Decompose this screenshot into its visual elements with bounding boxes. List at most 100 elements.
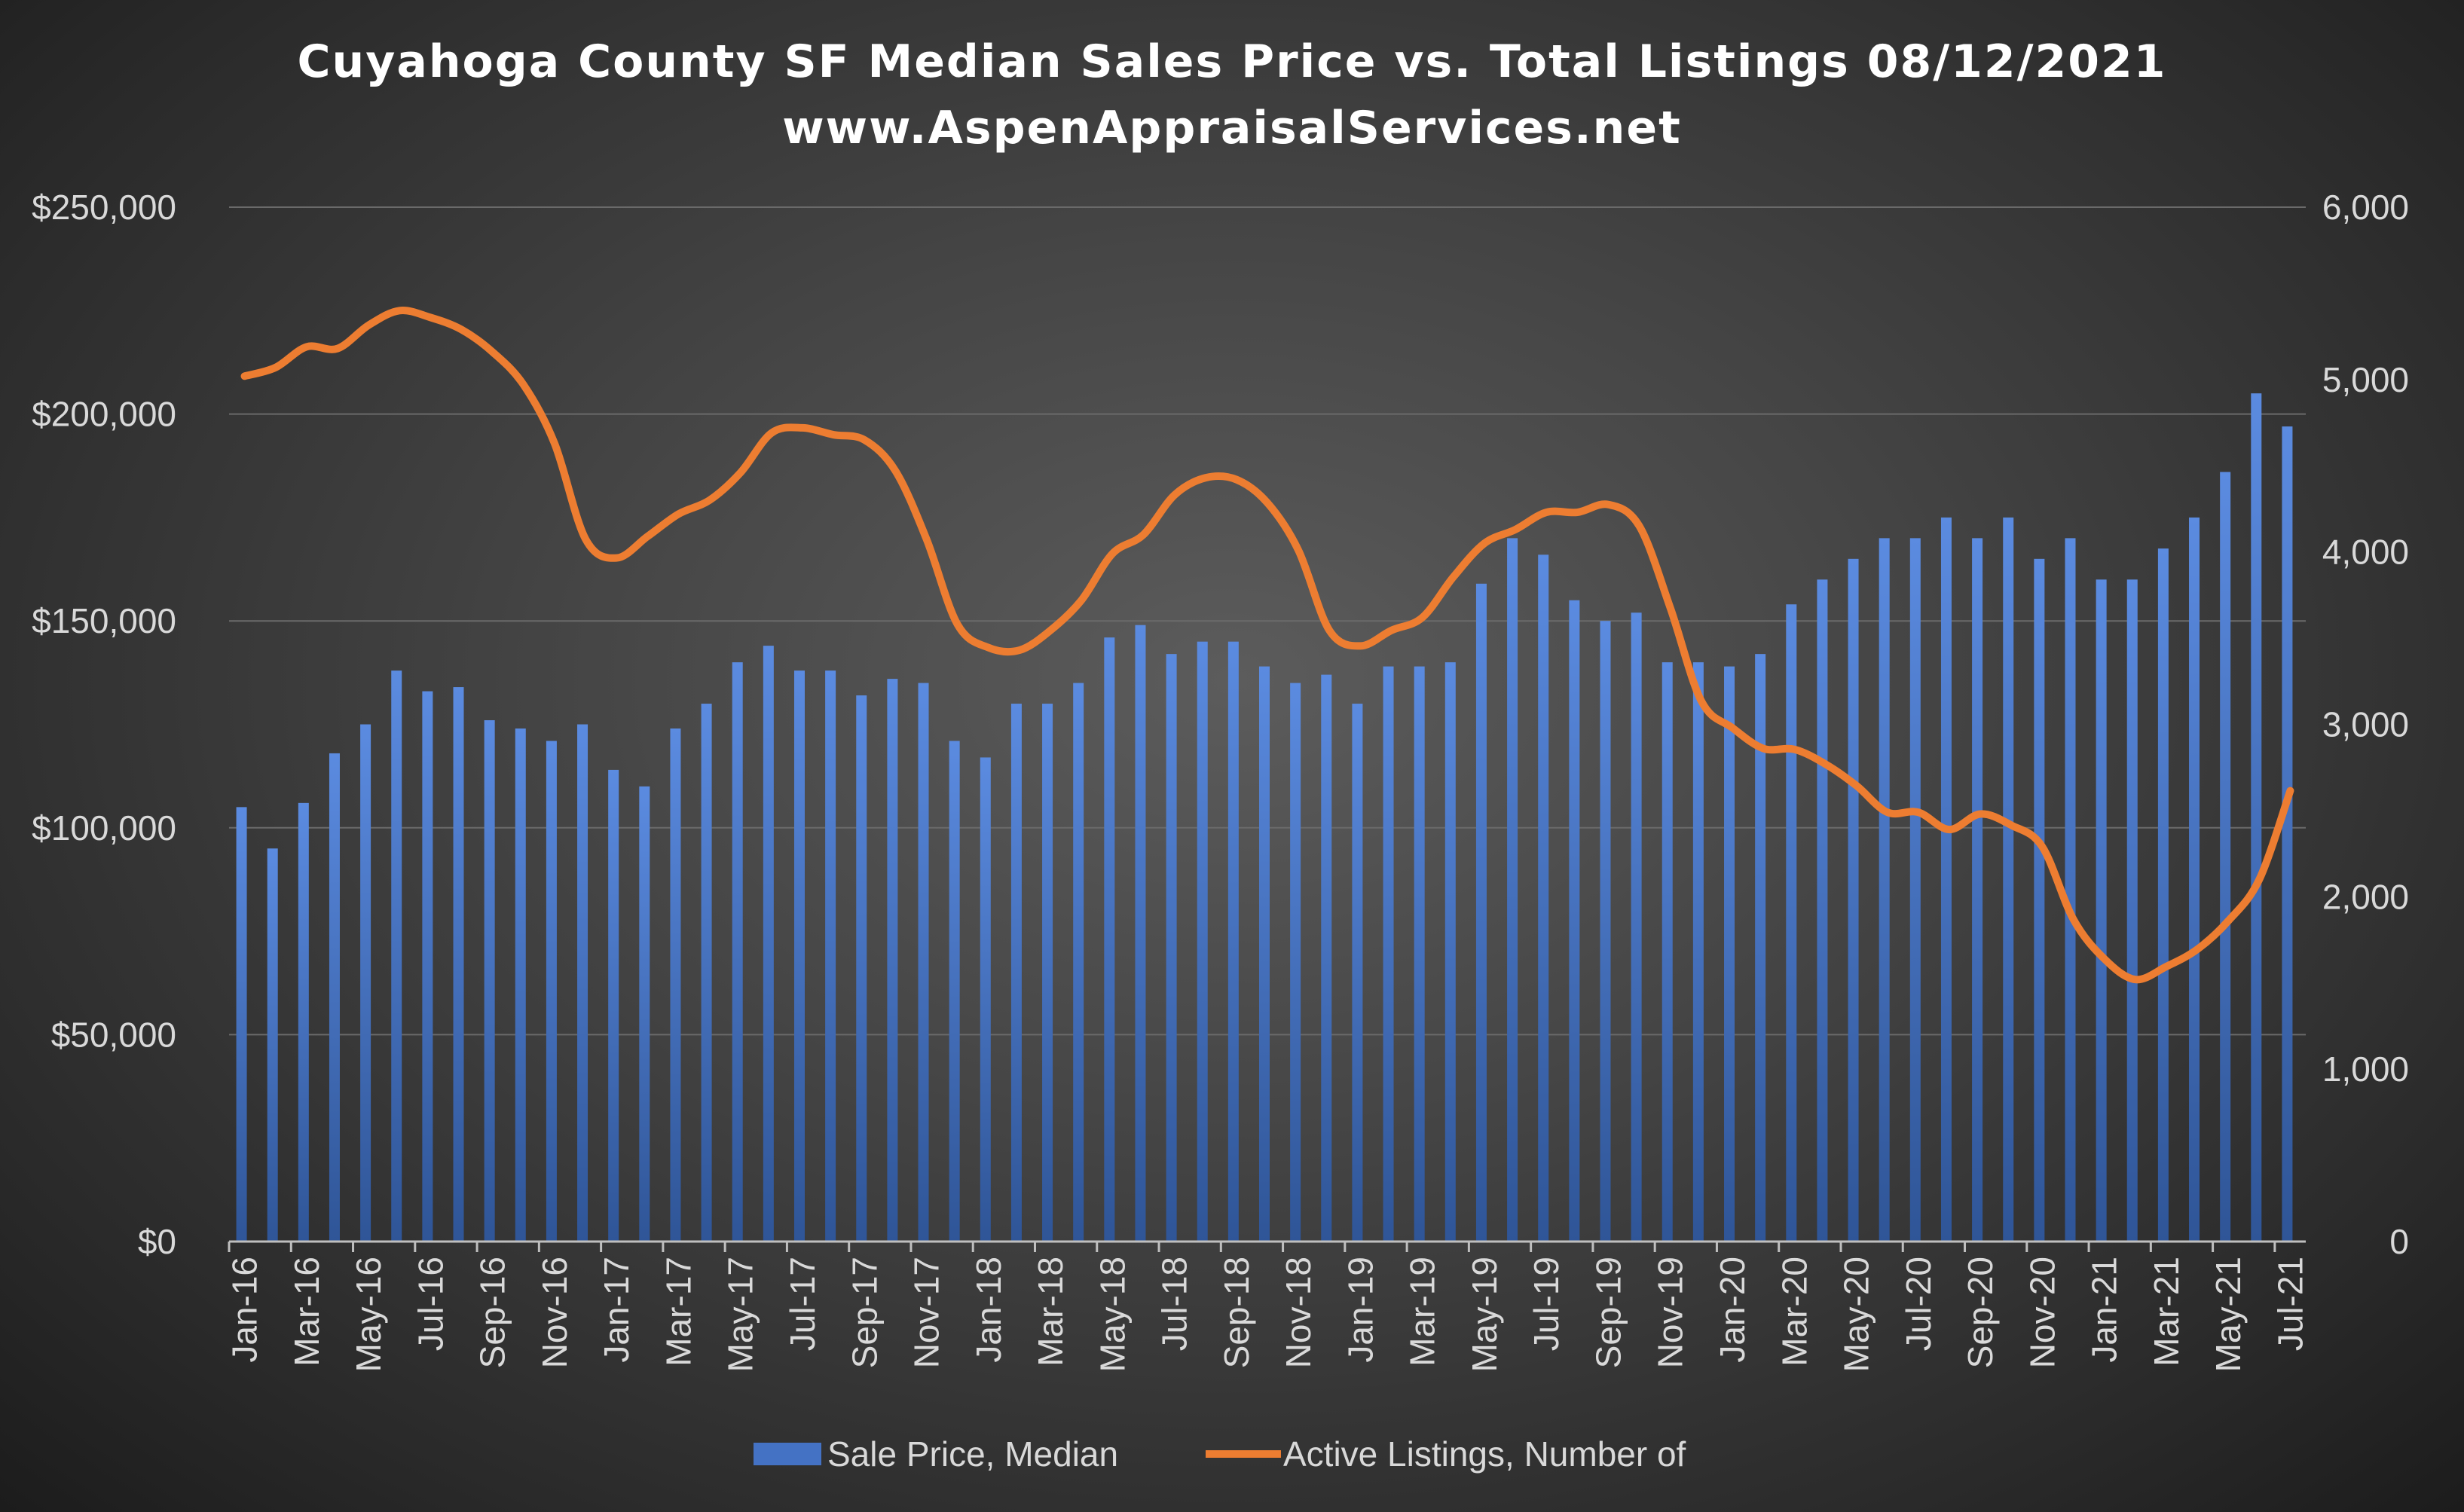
bar-sale-price — [1444, 662, 1456, 1242]
x-tick-label: Mar-18 — [1031, 1257, 1070, 1367]
chart-title: Cuyahoga County SF Median Sales Price vs… — [297, 35, 2166, 88]
x-tick-label: Jul-20 — [1899, 1257, 1938, 1351]
y-left-tick-label: $100,000 — [32, 808, 176, 848]
bar-sale-price — [546, 741, 557, 1242]
y-right-tick-label: 1,000 — [2322, 1049, 2409, 1089]
y-left-tick-label: $150,000 — [32, 601, 176, 640]
bar-sale-price — [1662, 662, 1673, 1242]
bar-sale-price — [1940, 517, 1952, 1242]
bar-sale-price — [1909, 538, 1921, 1242]
bar-sale-price — [267, 848, 278, 1242]
bar-sale-price — [856, 695, 867, 1242]
x-tick-label: May-21 — [2209, 1257, 2248, 1372]
x-tick-label: Mar-16 — [287, 1257, 326, 1367]
x-tick-label: Mar-19 — [1403, 1257, 1442, 1367]
legend: Sale Price, Median Active Listings, Numb… — [754, 1434, 1686, 1474]
bar-sale-price — [1569, 600, 1580, 1242]
bar-sale-price — [1600, 621, 1611, 1242]
bar-sale-price — [918, 683, 929, 1242]
bar-sale-price — [236, 807, 247, 1242]
x-tick-label: Nov-16 — [535, 1257, 574, 1368]
y-left-tick-label: $250,000 — [32, 188, 176, 227]
bar-sale-price — [1879, 538, 1890, 1242]
x-tick-label: Jan-18 — [969, 1257, 1008, 1363]
x-tick-label: May-16 — [349, 1257, 388, 1372]
bar-sale-price — [1475, 583, 1487, 1242]
x-tick-label: Sep-17 — [845, 1257, 884, 1368]
bar-sale-price — [1197, 641, 1208, 1242]
x-tick-label: May-18 — [1093, 1257, 1132, 1372]
bar-sale-price — [1166, 654, 1177, 1242]
y-left-tick-label: $200,000 — [32, 395, 176, 434]
y-right-tick-label: 2,000 — [2322, 877, 2409, 916]
x-tick-label: Jan-21 — [2085, 1257, 2124, 1363]
bar-sale-price — [1414, 666, 1425, 1242]
x-tick-label: Nov-18 — [1279, 1257, 1318, 1368]
bar-sale-price — [949, 741, 960, 1242]
x-tick-label: Jul-19 — [1527, 1257, 1566, 1351]
bar-sale-price — [2126, 579, 2138, 1242]
bar-sale-price — [329, 753, 340, 1242]
x-tick-label: Sep-16 — [473, 1257, 512, 1368]
bar-sale-price — [1538, 554, 1549, 1242]
bar-sale-price — [1972, 538, 1983, 1242]
bar-sale-price — [2034, 558, 2045, 1242]
bar-sale-price — [887, 679, 898, 1242]
bar-sale-price — [1259, 666, 1270, 1242]
y-left-tick-label: $50,000 — [51, 1015, 176, 1054]
bar-sale-price — [1631, 612, 1642, 1242]
bar-sale-price — [980, 757, 991, 1242]
x-tick-label: Jan-20 — [1713, 1257, 1752, 1363]
x-tick-label: Jan-17 — [597, 1257, 636, 1363]
x-tick-label: Mar-17 — [659, 1257, 698, 1367]
x-tick-label: Nov-19 — [1651, 1257, 1690, 1368]
bar-sale-price — [1010, 704, 1022, 1242]
bar-sale-price — [1786, 604, 1797, 1242]
x-tick-label: Jul-17 — [783, 1257, 822, 1351]
x-tick-label: May-19 — [1465, 1257, 1504, 1372]
bar-sale-price — [763, 646, 774, 1242]
bar-sale-price — [2003, 517, 2014, 1242]
legend-label-active-listings: Active Listings, Number of — [1283, 1434, 1686, 1474]
y-right-tick-label: 5,000 — [2322, 360, 2409, 399]
x-tick-label: May-20 — [1837, 1257, 1876, 1372]
bar-sale-price — [1135, 625, 1146, 1242]
bar-sale-price — [1352, 704, 1363, 1242]
legend-swatch-sale-price — [754, 1443, 821, 1465]
bar-sale-price — [1817, 579, 1828, 1242]
bar-sale-price — [484, 720, 495, 1242]
y-right-tick-label: 0 — [2389, 1222, 2409, 1261]
bar-sale-price — [701, 704, 712, 1242]
bar-sale-price — [2189, 517, 2200, 1242]
bar-sale-price — [1692, 662, 1704, 1242]
bar-sale-price — [1290, 683, 1301, 1242]
x-tick-label: Jul-18 — [1155, 1257, 1194, 1351]
bar-sale-price — [1073, 683, 1084, 1242]
bar-sale-price — [732, 662, 743, 1242]
bar-sale-price — [360, 724, 371, 1242]
x-tick-label: Mar-21 — [2147, 1257, 2186, 1367]
legend-label-sale-price: Sale Price, Median — [827, 1434, 1118, 1474]
bar-sale-price — [1724, 666, 1735, 1242]
bar-sale-price — [2096, 579, 2107, 1242]
bar-sale-price — [1383, 666, 1394, 1242]
y-left-tick-label: $0 — [138, 1222, 176, 1261]
y-right-tick-label: 6,000 — [2322, 188, 2409, 227]
bar-sale-price — [1755, 654, 1766, 1242]
y-right-tick-label: 3,000 — [2322, 705, 2409, 744]
bar-sale-price — [2282, 426, 2293, 1242]
x-tick-label: Jul-21 — [2270, 1257, 2310, 1351]
bar-sale-price — [2157, 548, 2169, 1242]
bar-sale-price — [391, 670, 402, 1242]
x-tick-label: Jul-16 — [411, 1257, 450, 1351]
bar-sale-price — [1042, 704, 1053, 1242]
x-tick-label: Mar-20 — [1775, 1257, 1814, 1367]
bar-sale-price — [298, 802, 309, 1242]
x-tick-label: Nov-17 — [907, 1257, 946, 1368]
x-tick-label: Jan-16 — [225, 1257, 264, 1363]
bar-sale-price — [2251, 393, 2262, 1242]
bar-sale-price — [670, 728, 681, 1242]
x-tick-label: Nov-20 — [2022, 1257, 2062, 1368]
bar-sale-price — [1227, 641, 1239, 1242]
